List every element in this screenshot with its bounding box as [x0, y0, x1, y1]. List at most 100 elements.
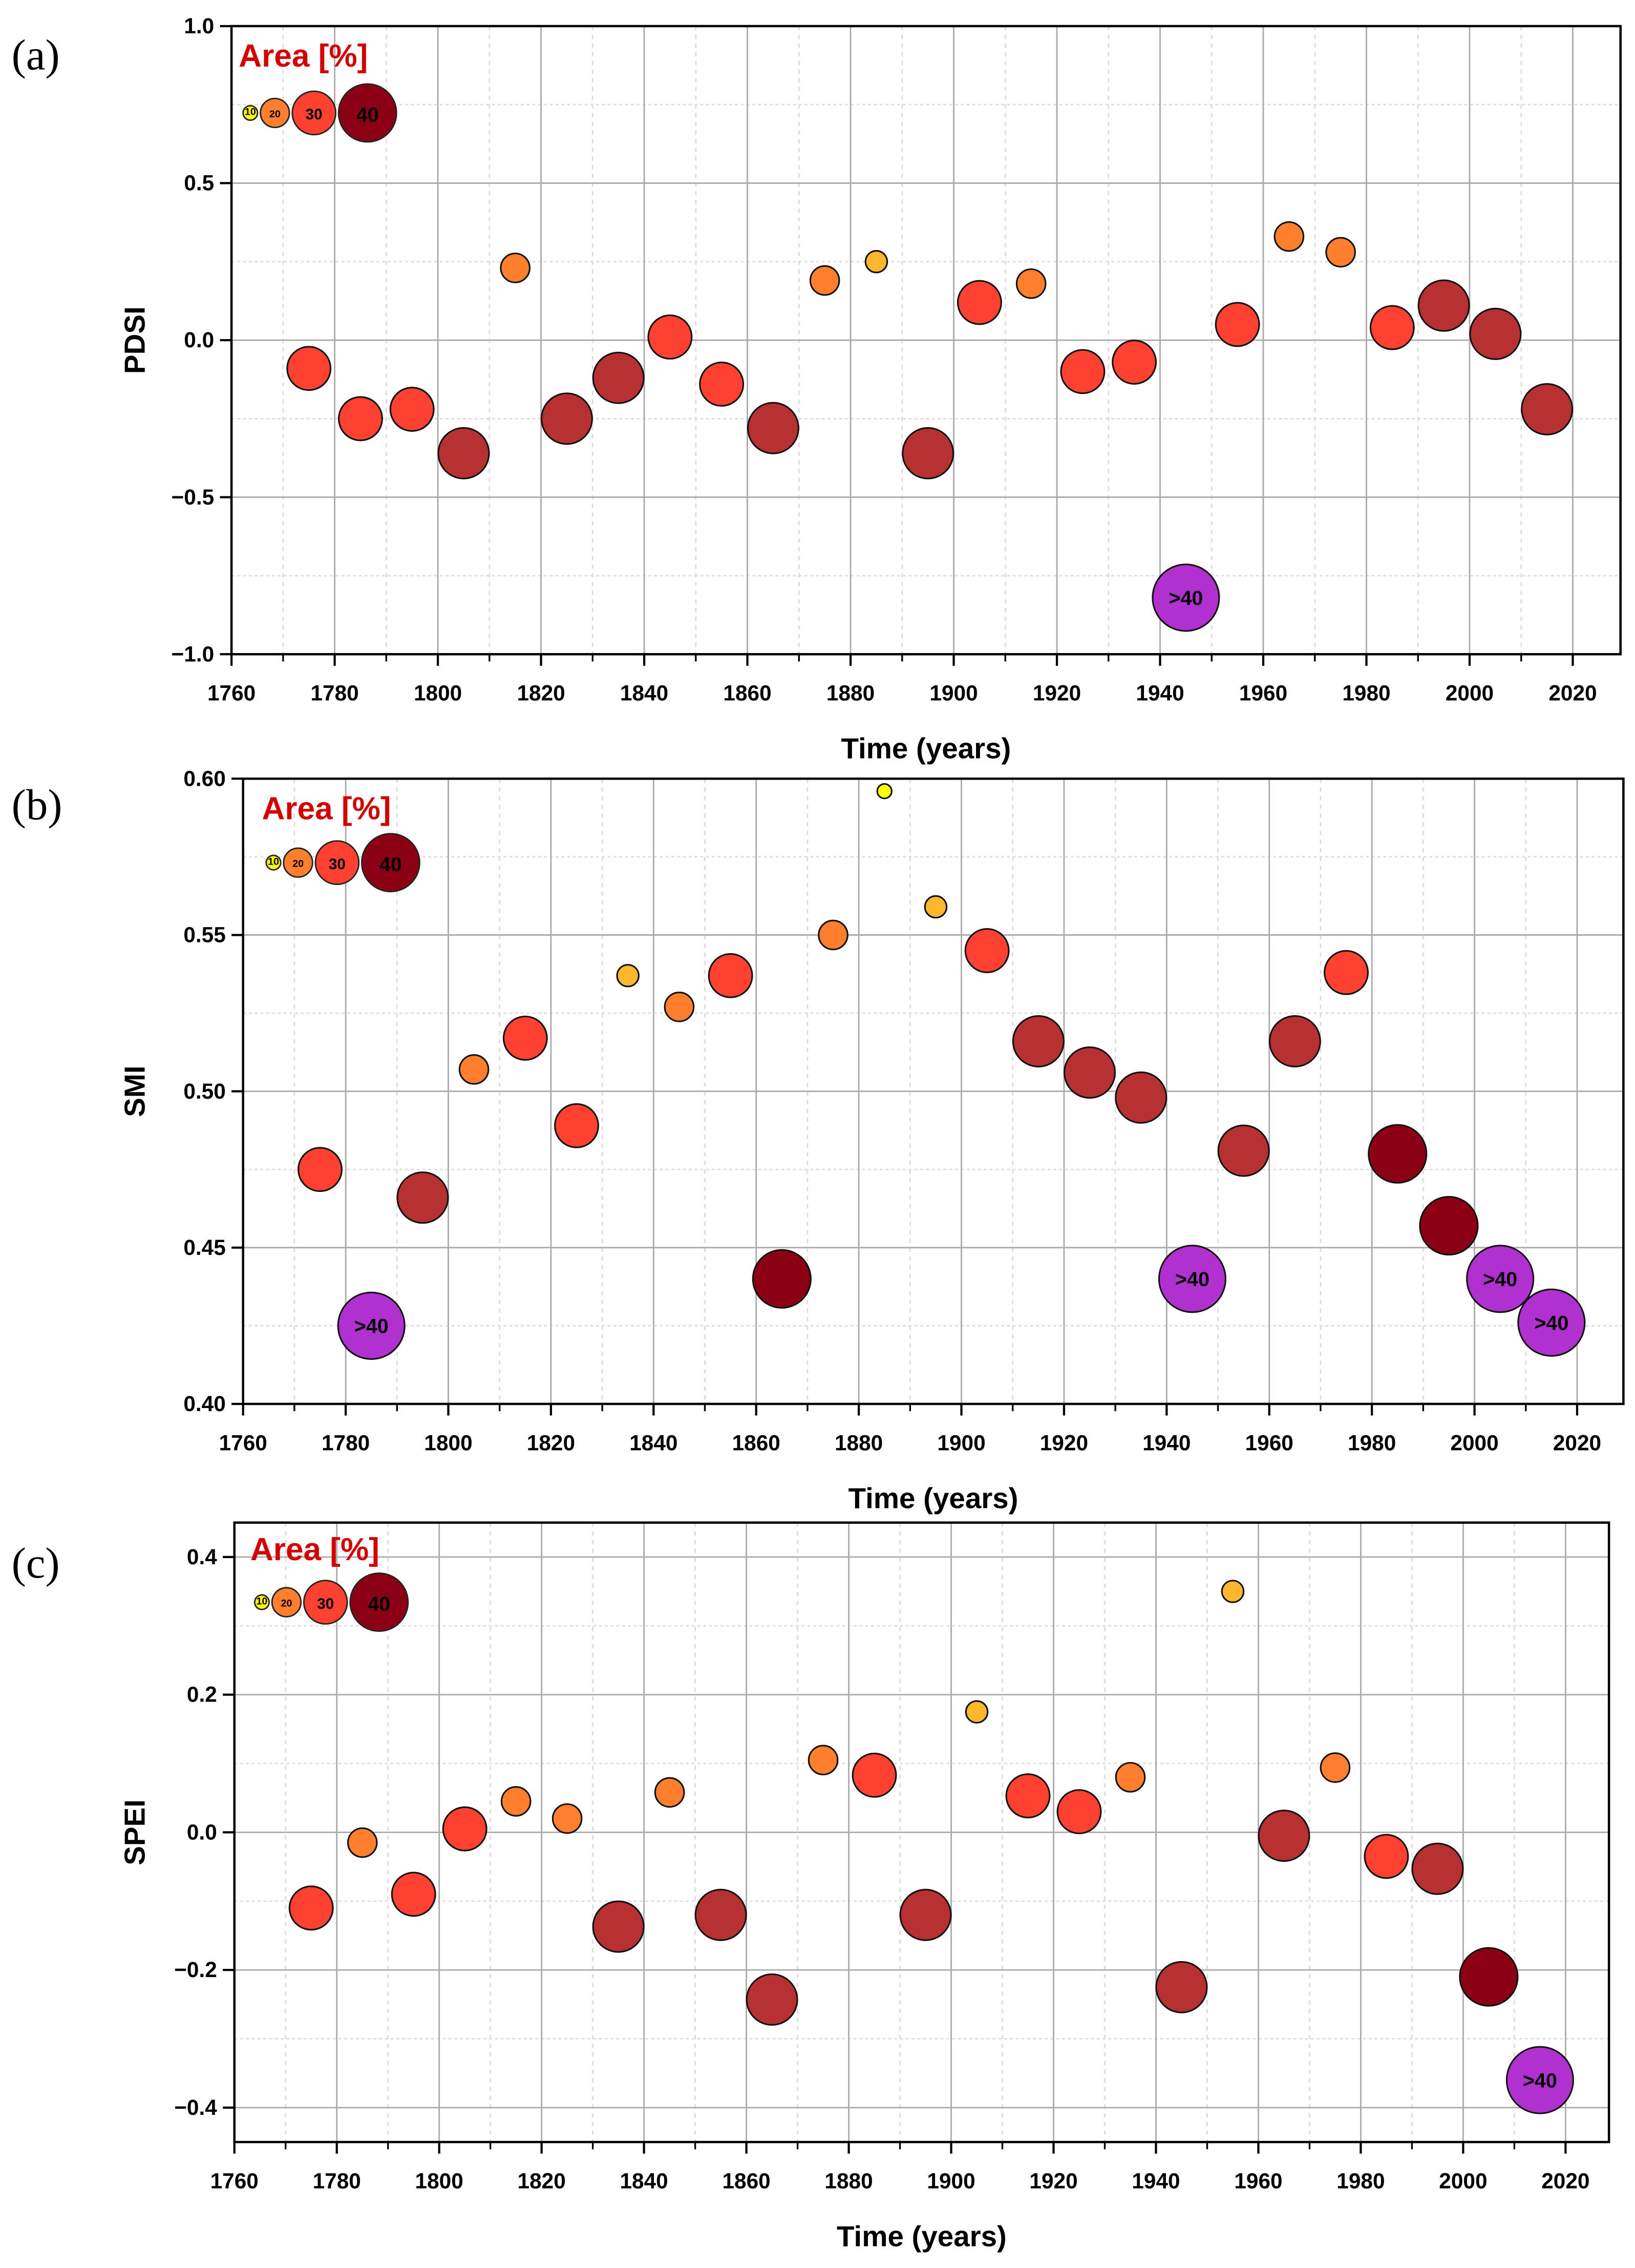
data-bubble	[551, 1803, 583, 1834]
data-bubble	[1056, 1789, 1102, 1835]
data-bubble	[1364, 1834, 1409, 1879]
data-bubble	[1258, 1810, 1310, 1862]
legend-label-20: 20	[269, 109, 281, 120]
data-bubble	[699, 362, 745, 407]
panel-label: (c)	[12, 1539, 60, 1587]
data-bubble	[964, 928, 1010, 973]
x-tick-label: 1860	[732, 1431, 780, 1455]
legend-label-40: 40	[356, 103, 379, 126]
data-bubble	[1324, 950, 1369, 995]
legend-bubble-40	[337, 83, 397, 143]
x-tick-label: 1840	[620, 681, 668, 705]
data-bubble	[458, 1054, 490, 1085]
data-bubble	[809, 265, 840, 296]
data-bubble	[1411, 1842, 1464, 1895]
y-axis-label: SPEI	[119, 1799, 151, 1865]
data-bubble	[647, 314, 693, 360]
y-axis-label: SMI	[119, 1065, 151, 1117]
x-tick-label: 1780	[322, 1431, 370, 1455]
legend-label-20: 20	[292, 858, 304, 870]
data-bubble	[1060, 349, 1106, 394]
x-tick-label: 2020	[1548, 681, 1597, 705]
data-bubble	[338, 396, 383, 442]
y-tick-label: 0.55	[183, 923, 225, 947]
data-bubble	[1419, 1196, 1479, 1256]
data-bubble	[502, 1015, 548, 1061]
x-tick-label: 2000	[1446, 681, 1494, 705]
data-bubble	[1320, 1752, 1351, 1783]
x-tick-label: 2000	[1450, 1431, 1498, 1455]
data-bubble	[540, 392, 593, 445]
data-bubble	[752, 1249, 812, 1309]
x-tick-label: 1900	[937, 1431, 985, 1455]
legend-title: Area [%]	[239, 38, 368, 74]
data-bubble	[396, 1171, 449, 1224]
y-axis-label: PDSI	[119, 306, 151, 374]
x-tick-label: 1880	[826, 681, 875, 705]
x-axis-label: Time (years)	[841, 732, 1011, 765]
x-tick-label: 1820	[527, 1431, 575, 1455]
data-bubble	[965, 1700, 989, 1724]
y-tick-label: 0.5	[184, 171, 214, 195]
data-bubble	[902, 427, 954, 479]
y-tick-label: 0.0	[187, 1820, 217, 1844]
legend-bubble-30	[314, 840, 360, 885]
bubble-label: >40	[1175, 1268, 1209, 1291]
x-tick-label: 1960	[1245, 1431, 1293, 1455]
data-bubble	[592, 351, 645, 404]
data-bubble	[1368, 1124, 1428, 1184]
legend-bubble-20	[260, 97, 290, 129]
data-bubble	[864, 250, 888, 274]
data-bubble	[1268, 1015, 1321, 1067]
y-tick-label: −0.2	[174, 1958, 217, 1982]
legend-bubble-10	[242, 104, 259, 121]
data-bubble	[899, 1888, 952, 1941]
x-tick-label: 1800	[414, 681, 462, 705]
x-tick-label: 1980	[1342, 681, 1390, 705]
data-bubble	[1155, 1961, 1208, 2013]
data-bubble	[389, 387, 435, 432]
x-tick-label: 1940	[1142, 1431, 1191, 1455]
data-bubble	[1217, 1124, 1270, 1177]
data-bubble	[1469, 307, 1522, 360]
data-bubble	[1112, 340, 1157, 385]
x-tick-label: 1760	[219, 1431, 267, 1455]
data-bubble	[500, 1786, 532, 1817]
y-tick-label: 0.60	[183, 766, 225, 790]
data-bubble	[442, 1806, 487, 1852]
data-bubble	[1005, 1773, 1051, 1819]
data-bubble	[1459, 1947, 1519, 2007]
panel-b: 1760 1780 1800 1820 1840 1860 1880 1900 1920 1940…	[12, 766, 1625, 1514]
data-bubble	[1521, 383, 1574, 436]
x-tick-label: 1920	[1040, 1431, 1088, 1455]
data-bubble	[1369, 305, 1415, 350]
data-bubble	[337, 1291, 406, 1360]
legend-label-30: 30	[329, 856, 346, 873]
data-bubble	[747, 402, 799, 454]
data-bubble	[708, 953, 753, 998]
legend-label-10: 10	[256, 1595, 267, 1607]
data-bubble	[391, 1872, 436, 1917]
y-tick-label: 0.4	[187, 1545, 217, 1569]
x-tick-label: 2020	[1541, 2169, 1589, 2193]
data-bubble	[876, 783, 893, 800]
data-bubble	[1015, 268, 1047, 299]
data-bubble	[1325, 237, 1356, 268]
legend-title: Area [%]	[262, 791, 391, 826]
legend-bubble-40	[361, 833, 420, 893]
data-bubble	[554, 1103, 599, 1148]
x-axis-label: Time (years)	[837, 2220, 1007, 2253]
bubble-label: >40	[1169, 587, 1203, 610]
y-tick-label: 0.50	[183, 1079, 225, 1103]
data-bubble	[957, 280, 1002, 325]
data-bubble	[808, 1745, 839, 1776]
x-tick-label: 2020	[1553, 1431, 1601, 1455]
x-tick-label: 1820	[517, 681, 565, 705]
data-bubble	[500, 253, 531, 283]
x-tick-label: 1840	[620, 2169, 668, 2193]
y-tick-label: 0.45	[183, 1235, 225, 1259]
y-tick-label: −1.0	[172, 642, 215, 666]
data-bubble	[924, 895, 948, 919]
x-tick-label: 1920	[1029, 2169, 1077, 2193]
x-tick-label: 1820	[518, 2169, 566, 2193]
